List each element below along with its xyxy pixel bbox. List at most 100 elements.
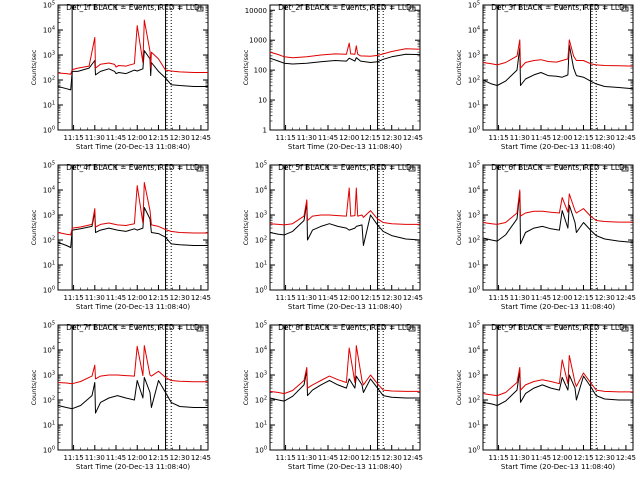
y-tick-label: 105 xyxy=(255,321,267,330)
y-tick-label: 101 xyxy=(43,261,55,270)
y-tick-label: 103 xyxy=(255,211,267,220)
y-tick-label: 102 xyxy=(255,236,267,245)
y-tick-label: 100 xyxy=(468,126,480,135)
x-tick-label: 11:15 xyxy=(63,294,83,302)
x-tick-label: 12:30 xyxy=(170,454,190,462)
y-axis-label: Counts/sec xyxy=(455,369,463,405)
x-tick-label: 12:30 xyxy=(382,134,402,142)
plot-title: Det_6f BLACK = Events, RED = LLD xyxy=(491,163,625,172)
x-tick-label: 11:30 xyxy=(510,294,530,302)
y-tick-label: 100 xyxy=(43,446,55,455)
x-tick-label: 12:15 xyxy=(148,294,168,302)
x-tick-label: 12:15 xyxy=(360,134,380,142)
y-tick-label: 104 xyxy=(468,346,480,355)
x-tick-label: 12:45 xyxy=(403,454,423,462)
x-tick-label: 11:30 xyxy=(510,134,530,142)
x-axis-label: Start Time (20-Dec-13 11:08:40) xyxy=(76,143,190,151)
series-line-lld xyxy=(57,345,208,385)
y-tick-label: 10000 xyxy=(245,7,267,15)
x-axis-label: Start Time (20-Dec-13 11:08:40) xyxy=(76,303,190,311)
x-axis-label: Start Time (20-Dec-13 11:08:40) xyxy=(501,463,615,471)
x-tick-label: 11:15 xyxy=(63,454,83,462)
x-tick-label: 11:45 xyxy=(318,454,338,462)
y-tick-label: 101 xyxy=(468,261,480,270)
x-tick-label: 12:00 xyxy=(552,134,572,142)
x-tick-label: 11:30 xyxy=(85,454,105,462)
plot-frame xyxy=(482,324,634,451)
y-tick-label: 100 xyxy=(43,286,55,295)
x-tick-label: 12:15 xyxy=(360,294,380,302)
x-tick-label: 12:15 xyxy=(148,134,168,142)
series-line-events xyxy=(57,207,208,248)
x-tick-label: 12:00 xyxy=(127,454,147,462)
plot-frame xyxy=(269,4,421,131)
corner-marker-box xyxy=(408,166,416,172)
x-tick-label: 12:45 xyxy=(403,134,423,142)
x-tick-label: 12:00 xyxy=(339,134,359,142)
series-line-lld xyxy=(57,182,208,236)
y-tick-label: 100 xyxy=(255,446,267,455)
y-tick-label: 104 xyxy=(43,346,55,355)
y-tick-label: 103 xyxy=(468,371,480,380)
x-tick-label: 12:45 xyxy=(191,454,211,462)
y-tick-label: 100 xyxy=(468,286,480,295)
y-tick-label: 105 xyxy=(468,161,480,170)
x-tick-label: 12:30 xyxy=(382,454,402,462)
x-axis-label: Start Time (20-Dec-13 11:08:40) xyxy=(501,143,615,151)
x-tick-label: 12:00 xyxy=(127,134,147,142)
plot-title: Det_9f BLACK = Events, RED = LLD xyxy=(491,323,625,332)
corner-marker-box xyxy=(196,6,204,12)
corner-marker-box xyxy=(621,166,629,172)
x-tick-label: 12:45 xyxy=(191,134,211,142)
x-tick-label: 12:30 xyxy=(595,134,615,142)
y-tick-label: 102 xyxy=(468,76,480,85)
x-axis-label: Start Time (20-Dec-13 11:08:40) xyxy=(288,143,402,151)
series-line-events xyxy=(269,202,421,246)
x-tick-label: 12:45 xyxy=(191,294,211,302)
x-tick-label: 11:45 xyxy=(106,454,126,462)
x-axis-label: Start Time (20-Dec-13 11:08:40) xyxy=(76,463,190,471)
y-tick-label: 102 xyxy=(468,236,480,245)
series-line-events xyxy=(482,370,633,406)
x-tick-label: 12:00 xyxy=(127,294,147,302)
x-tick-label: 11:45 xyxy=(531,454,551,462)
x-axis-label: Start Time (20-Dec-13 11:08:40) xyxy=(501,303,615,311)
y-axis-label: Counts/sec xyxy=(242,369,250,405)
series-line-lld xyxy=(482,189,633,225)
y-tick-label: 1000 xyxy=(249,37,267,45)
y-tick-label: 102 xyxy=(43,236,55,245)
y-tick-label: 104 xyxy=(255,186,267,195)
x-tick-label: 11:45 xyxy=(318,294,338,302)
corner-marker-box xyxy=(408,326,416,332)
x-tick-label: 11:45 xyxy=(531,294,551,302)
series-line-lld xyxy=(269,345,420,395)
plot-frame xyxy=(57,324,209,451)
x-axis-label: Start Time (20-Dec-13 11:08:40) xyxy=(288,303,402,311)
y-tick-label: 103 xyxy=(468,51,480,60)
x-tick-label: 12:30 xyxy=(382,294,402,302)
y-tick-label: 105 xyxy=(43,1,55,10)
series-line-lld xyxy=(269,42,421,59)
y-tick-label: 101 xyxy=(468,101,480,110)
x-tick-label: 12:15 xyxy=(573,454,593,462)
series-line-events xyxy=(482,191,634,245)
x-tick-label: 12:15 xyxy=(573,134,593,142)
y-tick-label: 100 xyxy=(254,67,267,75)
plot-frame xyxy=(482,4,634,131)
y-tick-label: 104 xyxy=(468,186,480,195)
series-line-events xyxy=(269,53,421,65)
y-axis-label: Counts/sec xyxy=(30,209,38,245)
y-tick-label: 100 xyxy=(255,286,267,295)
x-tick-label: 11:15 xyxy=(488,134,508,142)
x-tick-label: 11:15 xyxy=(488,454,508,462)
x-tick-label: 12:30 xyxy=(595,454,615,462)
plot-title: Det_8f BLACK = Events, RED = LLD xyxy=(278,323,412,332)
y-tick-label: 103 xyxy=(255,371,267,380)
